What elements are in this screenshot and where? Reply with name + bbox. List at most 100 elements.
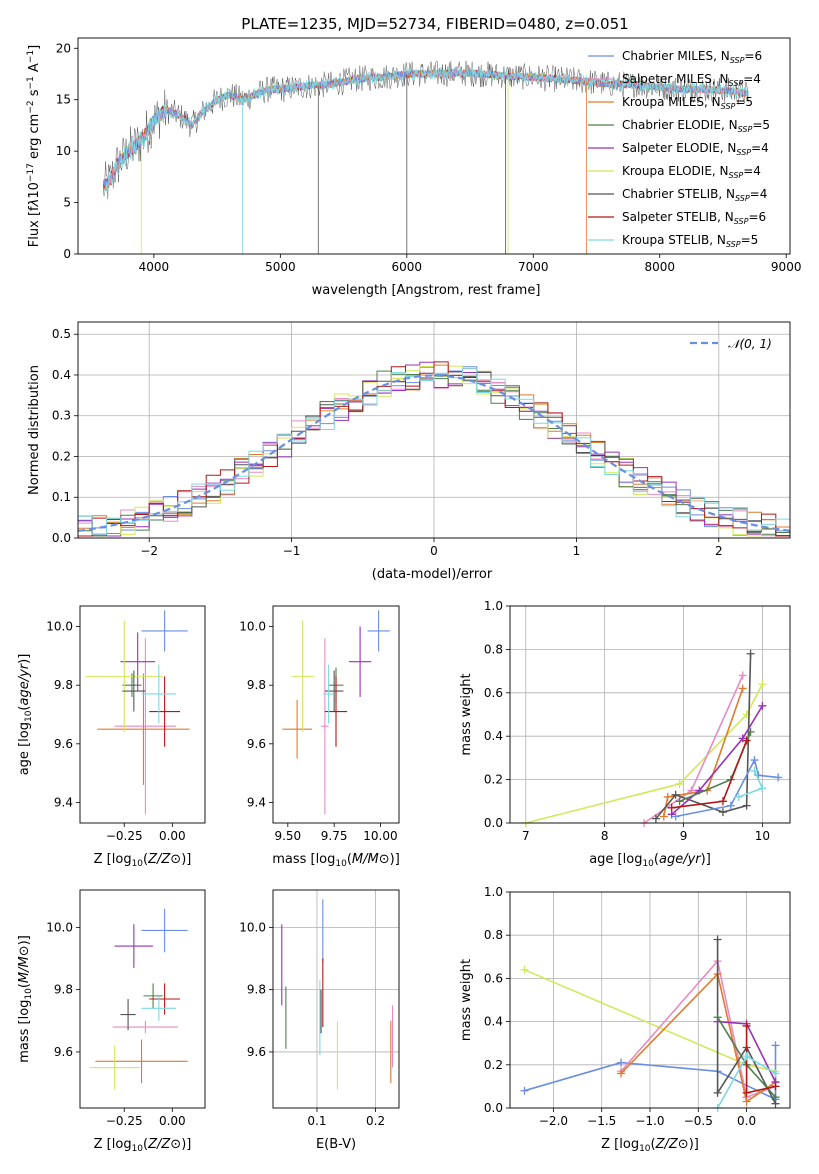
weight_vs_Z-marker-chabrier_miles (520, 1086, 529, 1095)
weight_vs_age-ylabel: mass weight (459, 673, 474, 755)
residuals-xtick-label: 1 (573, 544, 581, 558)
residuals-xtick-label: 2 (715, 544, 723, 558)
weight_vs_Z-frame (509, 891, 791, 1109)
weight_vs_Z-marker-chabrier_elodie (713, 1013, 722, 1022)
residuals-ytick-label: 0.3 (52, 409, 71, 423)
spectrum-xtick-label: 5000 (265, 260, 296, 274)
weight_vs_Z-ytick-label: 1.0 (484, 885, 503, 899)
weight_vs_Z-marker-chabrier_stelib (713, 935, 722, 944)
mass_vs_Z-ytick-label: 9.6 (54, 1045, 73, 1059)
weight_vs_age-xtick-label: 9 (680, 829, 688, 843)
weight_vs_Z-marker-chabrier_miles (771, 1041, 780, 1050)
mass_vs_ebv-xlabel: E(B-V) (316, 1137, 356, 1152)
age_vs_Z-ytick-label: 9.8 (54, 678, 73, 692)
residuals-xtick-label: 0 (430, 544, 438, 558)
legend-entry-salpeter_elodie: Salpeter ELODIE, NSSP=4 (622, 141, 769, 157)
weight_vs_age-marker-chabrier_stelib (651, 814, 660, 823)
figure-title: PLATE=1235, MJD=52734, FIBERID=0480, z=0… (241, 15, 628, 33)
mass_vs_Z-axes: −0.25 0.00 9.6 9.8 10.0 Z [log10(Z/Z⊙)] mass [… (17, 889, 206, 1154)
spectrum-xlabel: wavelength [Angstrom, rest frame] (312, 283, 541, 298)
residuals-xlabel: (data-model)/error (372, 567, 493, 582)
weight_vs_age-marker-kroupa_stelib (734, 792, 743, 801)
weight_vs_age-xtick-label: 7 (522, 829, 530, 843)
spectrum-xtick-label: 8000 (644, 260, 675, 274)
weight_vs_Z-ytick-label: 0.6 (484, 971, 503, 985)
weight_vs_age-marker-chabrier_stelib (718, 808, 727, 817)
weight_vs_age-ytick-label: 1.0 (484, 599, 503, 613)
weight_vs_Z-ytick-label: 0.4 (484, 1015, 503, 1029)
age_vs_Z-ytick-label: 10.0 (46, 620, 73, 634)
weight_vs_Z-axes: −2.0 −1.5 −1.0 −0.5 0.0 0.0 0.2 0.4 0.6 0.8 1.0 Z [… (459, 885, 791, 1154)
age_vs_Z-xtick-label: 0.00 (159, 829, 186, 843)
mass_vs_ebv-ytick-label: 10.0 (239, 920, 266, 934)
weight_vs_Z-marker-kroupa_stelib (771, 1069, 780, 1078)
weight_vs_age-xtick-label: 8 (601, 829, 609, 843)
legend-entry-chabrier_elodie: Chabrier ELODIE, NSSP=5 (622, 118, 770, 134)
residuals-ytick-label: 0.0 (52, 531, 71, 545)
weight_vs_age-marker-kroupa_stelib (758, 784, 767, 793)
legend-entry-salpeter_stelib: Salpeter STELIB, NSSP=6 (622, 210, 766, 226)
age_vs_mass-ytick-label: 9.8 (247, 678, 266, 692)
weight_vs_age-line-kroupa_elodie (525, 683, 764, 824)
weight_vs_Z-marker-chabrier_stelib (713, 1088, 722, 1097)
residuals-frame (77, 321, 791, 539)
weight_vs_age-marker-kroupa_miles (659, 812, 668, 821)
weight_vs_age-marker-kroupa_miles (738, 684, 747, 693)
weight_vs_Z-ylabel: mass weight (459, 959, 474, 1041)
residuals-ylabel: Normed distribution (27, 365, 42, 495)
weight_vs_Z-marker-kroupa_miles (617, 1069, 626, 1078)
mass_vs_Z-xlabel: Z [log10(Z/Z⊙)] (94, 1137, 192, 1154)
weight_vs_age-ytick-label: 0.8 (484, 642, 503, 656)
legend-entry-kroupa_stelib: Kroupa STELIB, NSSP=5 (622, 233, 758, 249)
age_vs_mass-ytick-label: 9.4 (247, 795, 266, 809)
weight_vs_Z-xlabel: Z [log10(Z/Z⊙)] (601, 1137, 699, 1154)
legend-entry-kroupa_elodie: Kroupa ELODIE, NSSP=4 (622, 164, 761, 180)
weight_vs_Z-ytick-label: 0.0 (484, 1101, 503, 1115)
weight_vs_age-line-salpeter_elodie (671, 705, 764, 815)
weight_vs_Z-marker-chabrier_miles (617, 1058, 626, 1067)
age_vs_Z-ylabel: age [log10(age/yr)] (17, 654, 34, 776)
age_vs_mass-frame (272, 605, 400, 824)
weight_vs_age-marker-chabrier_elodie (675, 797, 684, 806)
weight_vs_age-marker-salpeter_stelib (667, 803, 676, 812)
weight_vs_age-marker-salpeter_miles (738, 671, 747, 680)
mass_vs_ebv-ytick-label: 9.8 (247, 983, 266, 997)
mass_vs_ebv-xtick-label: 0.2 (366, 1114, 385, 1128)
weight_vs_Z-line-kroupa_miles (620, 972, 776, 1103)
weight_vs_age-marker-salpeter_elodie (758, 701, 767, 710)
weight_vs_age-marker-chabrier_miles (671, 812, 680, 821)
weight_vs_Z-marker-kroupa_miles (742, 1097, 751, 1106)
weight_vs_Z-marker-salpeter_stelib (771, 1082, 780, 1091)
legend-entry-chabrier_miles: Chabrier MILES, NSSP=6 (622, 49, 762, 65)
spectrum-ytick-label: 5 (63, 196, 71, 210)
weight_vs_age-ytick-label: 0.4 (484, 729, 503, 743)
age_vs_mass-ytick-label: 9.6 (247, 737, 266, 751)
spectrum-xtick-label: 4000 (139, 260, 170, 274)
residuals-xtick-label: −1 (283, 544, 301, 558)
mass_vs_ebv-axes: 0.1 0.2 9.6 9.8 10.0 E(B-V) (239, 889, 400, 1152)
weight_vs_age-marker-salpeter_stelib (742, 736, 751, 745)
residuals-axes: −2 −1 0 1 2 0.0 0.1 0.2 0.3 0.4 0.5 𝒩(0, 1) (data-mo… (27, 321, 791, 582)
spectrum-xtick-label: 9000 (771, 260, 802, 274)
histogram-kroupa_stelib (78, 368, 790, 535)
spectrum-ytick-label: 20 (56, 41, 71, 55)
spectrum-frame (77, 37, 791, 255)
weight_vs_age-marker-salpeter_stelib (718, 797, 727, 806)
residuals-ytick-label: 0.1 (52, 490, 71, 504)
weight_vs_age-axes: 7 8 9 10 0.0 0.2 0.4 0.6 0.8 1.0 age [log10(age/yr… (459, 599, 791, 869)
mass_vs_Z-ytick-label: 10.0 (46, 920, 73, 934)
age_vs_Z-frame (79, 605, 206, 824)
weight_vs_age-marker-kroupa_miles (663, 792, 672, 801)
mass_vs_Z-xtick-label: 0.00 (159, 1114, 186, 1128)
spectrum-xtick-label: 7000 (518, 260, 549, 274)
weight_vs_Z-xtick-label: 0.0 (737, 1114, 756, 1128)
weight_vs_Z-marker-salpeter_stelib (742, 1088, 751, 1097)
weight_vs_Z-marker-salpeter_stelib (742, 1021, 751, 1030)
weight_vs_age-marker-kroupa_elodie (758, 680, 767, 689)
weight_vs_Z-xtick-label: −2.0 (539, 1114, 568, 1128)
age_vs_mass-xlabel: mass [log10(M/M⊙)] (272, 852, 400, 869)
residuals-ytick-label: 0.5 (52, 327, 71, 341)
weight_vs_Z-marker-kroupa_elodie (520, 965, 529, 974)
spectrum-xtick-label: 6000 (392, 260, 423, 274)
weight_vs_age-marker-chabrier_elodie (746, 727, 755, 736)
